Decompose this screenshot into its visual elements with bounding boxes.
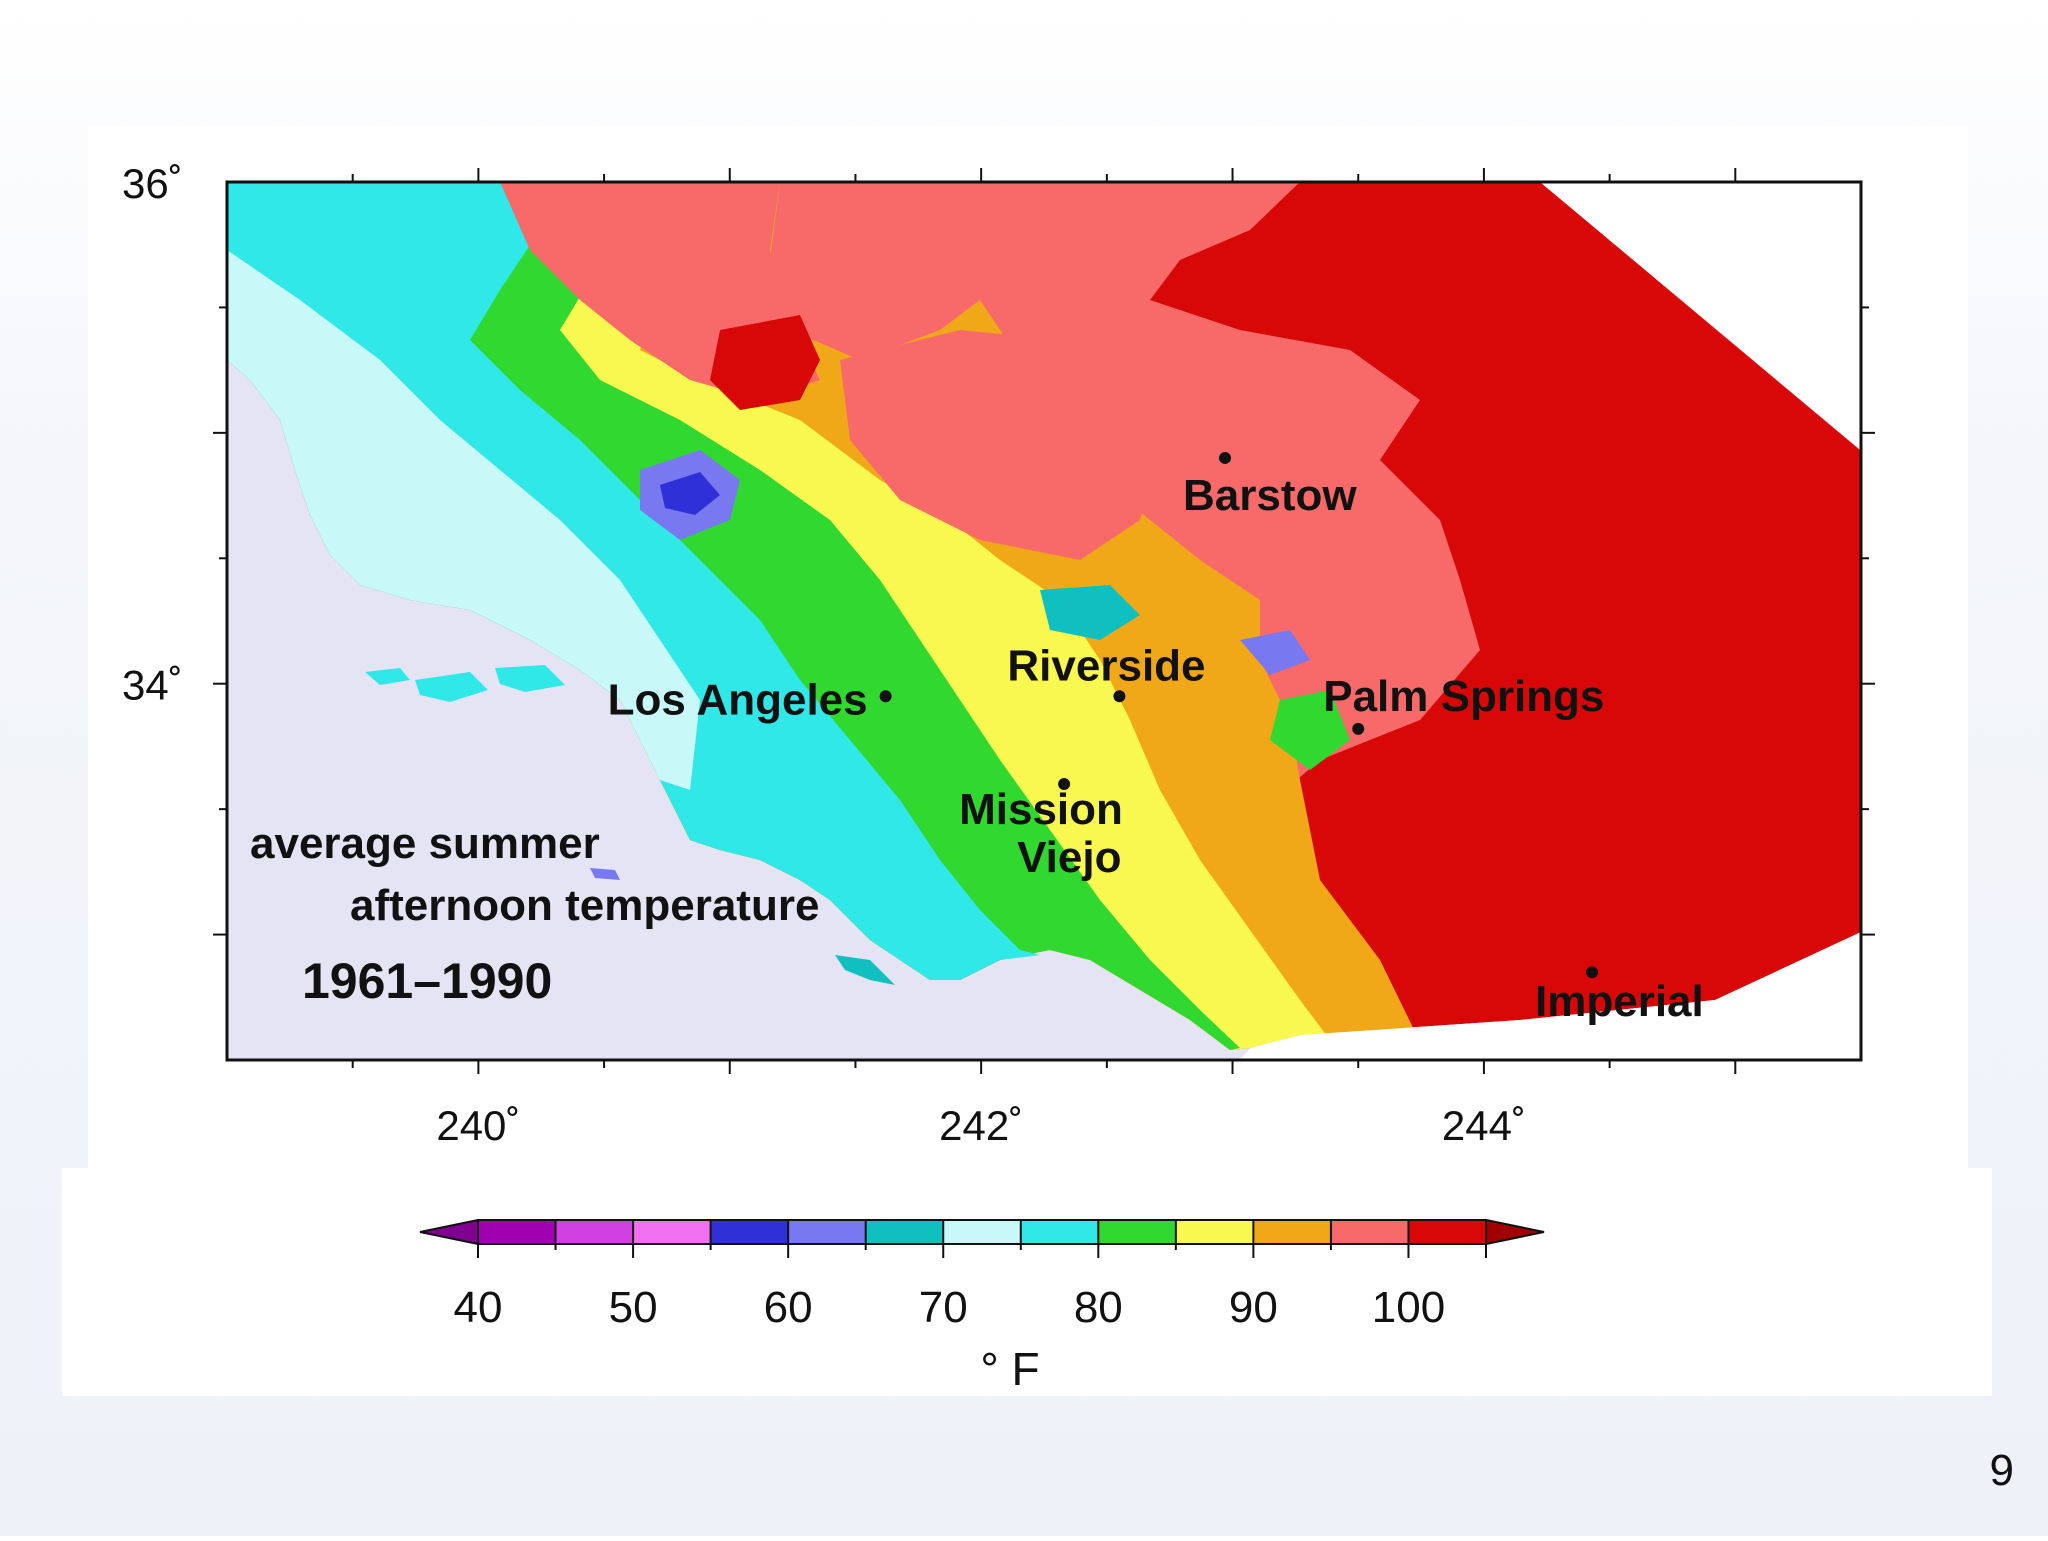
colorbar: 40 50 60 70 80 90 100 (419, 1218, 1545, 1332)
colorbar-tick-label: 50 (609, 1283, 658, 1332)
city-label: Los Angeles (608, 675, 868, 724)
colorbar-tick-label: 60 (764, 1283, 813, 1332)
city-label: Barstow (1183, 471, 1357, 520)
land-light-cyan (227, 250, 700, 790)
colorbar-bin (478, 1220, 557, 1244)
colorbar-tick-label: 70 (919, 1283, 968, 1332)
axis-labels: 36˚ 34˚ 240˚ 242˚ 244˚ (122, 160, 1526, 1149)
island-3 (495, 665, 565, 692)
colorbar-bin (555, 1220, 634, 1244)
lon-label: 244˚ (1442, 1102, 1526, 1149)
city-marker (1586, 966, 1599, 979)
city-marker (1352, 722, 1365, 735)
lon-label: 240˚ (436, 1102, 520, 1149)
lon-label: 242˚ (939, 1102, 1023, 1149)
map-frame (225, 180, 1863, 1062)
city-marker (879, 690, 892, 703)
colorbar-tick-label: 80 (1074, 1283, 1123, 1332)
city-label: Imperial (1535, 977, 1704, 1026)
city-label: Mission (959, 785, 1123, 834)
outside-data-area (1540, 182, 1861, 450)
colorbar-bin (943, 1220, 1022, 1244)
colorbar-bin (865, 1220, 944, 1244)
island-6 (835, 955, 895, 985)
colorbar-bin (788, 1220, 867, 1244)
colorbar-tick-label: 90 (1229, 1283, 1278, 1332)
colorbar-unit: ° F (980, 1343, 1039, 1395)
mountain-cool-3 (1040, 585, 1140, 640)
colorbar-tick-label: 40 (454, 1283, 503, 1332)
colorbar-bin (633, 1220, 712, 1244)
colorbar-bin (1175, 1220, 1254, 1244)
city-label: Palm Springs (1323, 672, 1604, 721)
slide-number: 9 (1989, 1446, 2014, 1495)
map-caption-line1: average summer (250, 819, 600, 868)
city-marker (1058, 778, 1071, 791)
island-4 (830, 820, 900, 858)
colorbar-bin (1253, 1220, 1332, 1244)
map-ticks (213, 168, 1875, 1074)
map-period: 1961–1990 (302, 953, 552, 1009)
colorbar-bin (710, 1220, 789, 1244)
land-salmon-central (840, 330, 1160, 560)
mountain-cool-5 (1270, 690, 1350, 770)
lat-label: 36˚ (122, 160, 183, 207)
island-5 (590, 868, 620, 880)
colorbar-bin (1408, 1220, 1487, 1244)
island-2 (415, 672, 488, 702)
colorbar-bin (1330, 1220, 1409, 1244)
city-label: Viejo (1017, 833, 1121, 882)
city-label: Riverside (1007, 641, 1205, 690)
city-layer: Barstow Riverside Los Angeles Palm Springs M… (608, 451, 1704, 1026)
mountain-cool-4 (1240, 630, 1310, 675)
colorbar-bin (1020, 1220, 1099, 1244)
map-caption-line2: afternoon temperature (350, 881, 819, 930)
outside-data-area-south (1240, 932, 1861, 1060)
land-cyan (227, 182, 1040, 980)
mountain-cool-2 (660, 472, 720, 515)
map-area (227, 182, 1861, 1060)
city-marker (1113, 690, 1126, 703)
colorbar-panel (62, 1168, 1992, 1396)
colorbar-tick-label: 100 (1372, 1283, 1445, 1332)
island-1 (365, 668, 410, 685)
city-marker (1218, 451, 1231, 464)
land-red-patch (710, 315, 820, 410)
colorbar-bin (1098, 1220, 1177, 1244)
lat-label: 34˚ (122, 662, 183, 709)
